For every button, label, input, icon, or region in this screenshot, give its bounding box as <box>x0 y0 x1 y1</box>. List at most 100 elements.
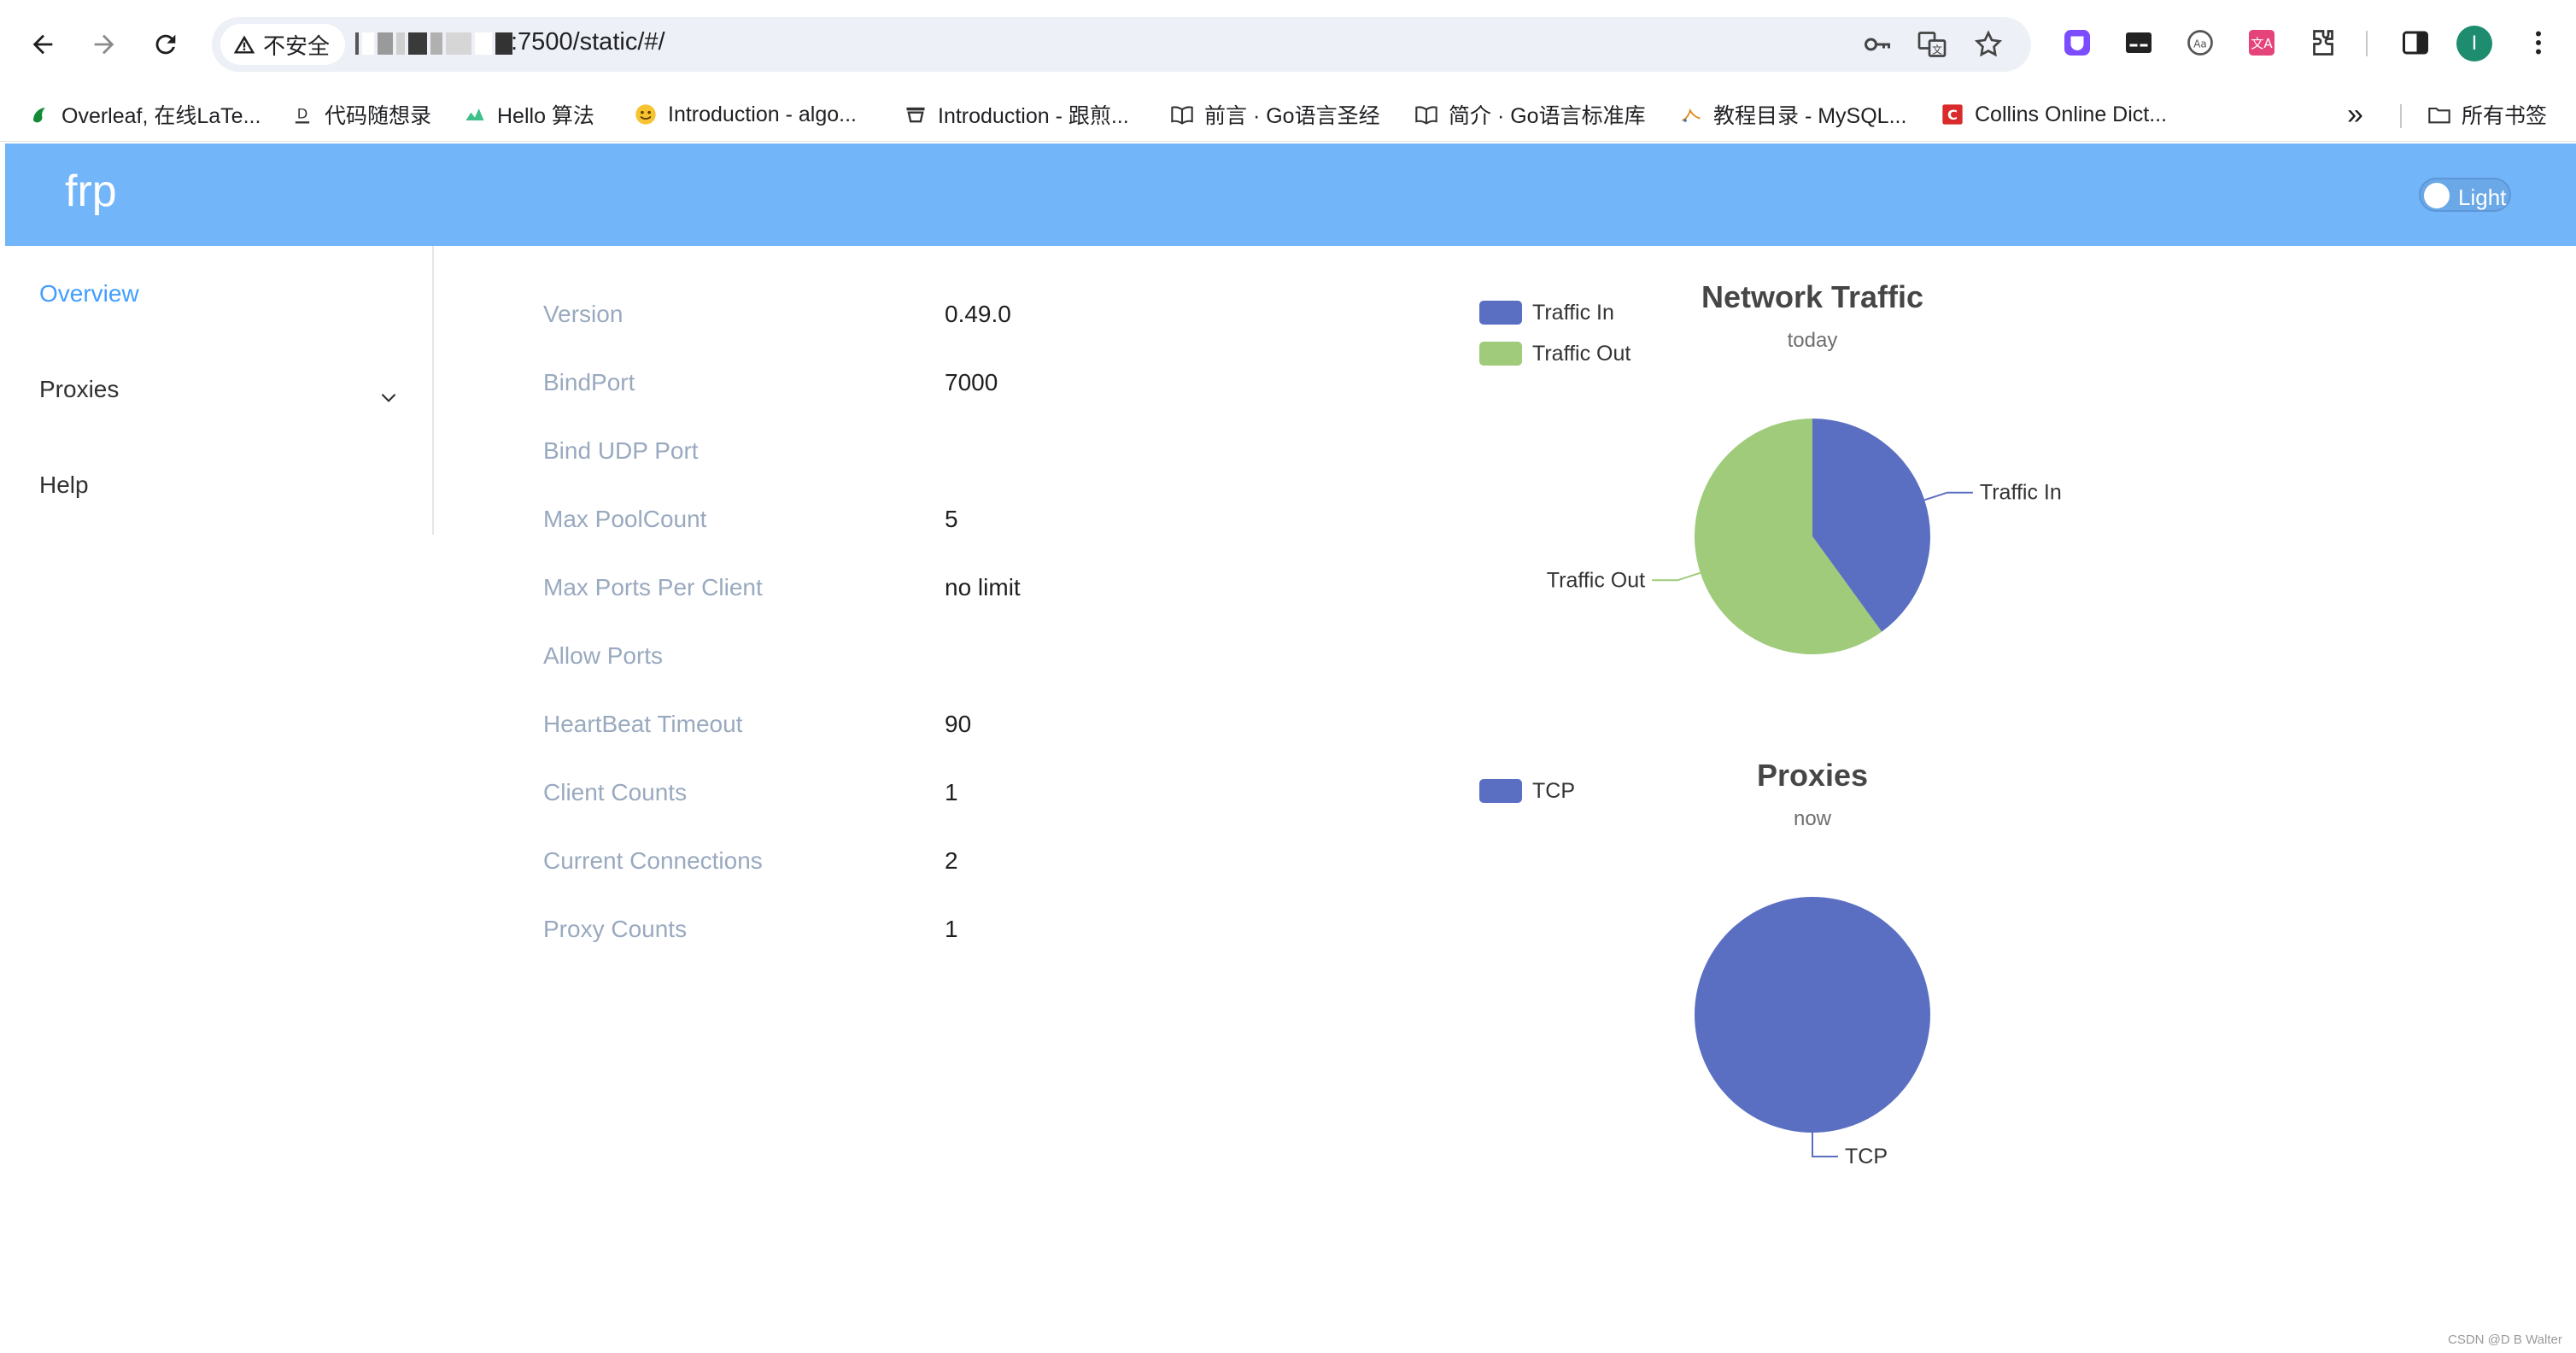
charts-area: Network Traffic today Traffic In Traffic Ou… <box>1479 279 2062 1168</box>
reload-button[interactable] <box>143 22 188 67</box>
theme-toggle[interactable]: Light <box>2419 178 2511 212</box>
folder-icon <box>2427 102 2451 126</box>
hello-algo-icon <box>463 102 487 126</box>
info-label-heartbeat-timeout: HeartBeat Timeout <box>543 711 743 737</box>
reload-icon <box>155 34 176 55</box>
watermark: CSDN @D B Walter <box>2448 1332 2562 1347</box>
sidebar-menu: Overview Proxies Help <box>5 246 434 535</box>
pie-label-line <box>1812 1133 1838 1157</box>
bookmark-label: Overleaf, 在线LaTe... <box>61 104 261 128</box>
side-panel-icon[interactable] <box>2398 26 2433 60</box>
bookmark-item[interactable]: Introduction - 跟煎... <box>904 94 1129 135</box>
arrow-left-icon <box>32 34 53 55</box>
star-icon[interactable] <box>1973 29 2004 60</box>
bookmark-label: 前言 · Go语言圣经 <box>1204 104 1380 128</box>
info-value-client-counts: 1 <box>945 779 958 805</box>
pie-slice <box>1812 419 1930 632</box>
extensions-puzzle-icon[interactable] <box>2306 26 2340 60</box>
svg-text:D: D <box>297 106 308 122</box>
info-value-max-ports-per-client: no limit <box>945 574 1021 600</box>
code-icon: D <box>290 102 314 126</box>
svg-text:Aa: Aa <box>2193 38 2207 50</box>
sidebar-item-help[interactable]: Help <box>39 472 89 498</box>
bookmark-label: 教程目录 - MySQL... <box>1713 104 1907 128</box>
security-label: 不安全 <box>263 32 331 59</box>
more-bookmarks-button[interactable]: » <box>2347 97 2363 131</box>
info-value-heartbeat-timeout: 90 <box>945 711 972 737</box>
key-icon[interactable] <box>1862 29 1893 60</box>
bookmark-label: Hello 算法 <box>497 104 594 128</box>
theme-label: Light <box>2458 184 2507 210</box>
bookmarks-bar: Overleaf, 在线LaTe... D 代码随想录 Hello 算法 Int… <box>0 87 2576 142</box>
bookmark-label: 简介 · Go语言标准库 <box>1449 104 1646 128</box>
proxies-chart-subtitle: now <box>1794 807 1832 830</box>
back-button[interactable] <box>20 22 65 67</box>
bookmarks-divider <box>2400 104 2402 128</box>
all-bookmarks-label: 所有书签 <box>2462 104 2548 128</box>
info-value-proxy-counts: 1 <box>945 916 958 942</box>
svg-text:文: 文 <box>1932 44 1942 56</box>
bookmark-label: 代码随想录 <box>325 104 432 128</box>
pie-label: Traffic In <box>1980 481 2062 505</box>
toolbar-divider <box>2366 31 2368 56</box>
all-bookmarks-button[interactable]: 所有书签 <box>2427 94 2547 135</box>
chevron-down-icon[interactable] <box>378 386 400 408</box>
bookmark-label: Introduction - 跟煎... <box>938 104 1129 128</box>
book-icon <box>1414 102 1438 126</box>
bookmark-item[interactable]: D 代码随想录 <box>290 94 431 135</box>
info-value-bindport: 7000 <box>945 369 998 395</box>
legend-label: TCP <box>1532 779 1575 803</box>
bookmark-item[interactable]: Introduction - algo... <box>634 94 857 135</box>
extension-caption-icon[interactable] <box>2122 26 2156 60</box>
svg-text:文A: 文A <box>2251 36 2273 51</box>
pie-label: Traffic Out <box>1547 568 1645 592</box>
collins-icon: C <box>1941 102 1964 126</box>
arrow-right-icon <box>94 34 114 55</box>
network-traffic-chart-subtitle: today <box>1788 329 1838 352</box>
pan-icon <box>904 102 928 126</box>
svg-text:C: C <box>1947 107 1958 123</box>
network-traffic-chart-title: Network Traffic <box>1701 279 1923 314</box>
menu-kebab-icon[interactable] <box>2521 26 2556 60</box>
profile-avatar[interactable]: I <box>2456 26 2492 62</box>
bookmark-item[interactable]: 教程目录 - MySQL... <box>1679 94 1906 135</box>
info-label-current-connections: Current Connections <box>543 847 763 874</box>
extension-dictionary-icon[interactable]: Aa <box>2183 26 2217 60</box>
info-label-bind-udp-port: Bind UDP Port <box>543 437 699 464</box>
security-chip[interactable]: 不安全 <box>220 24 346 65</box>
pie-slice <box>1695 419 1882 654</box>
emoji-icon <box>634 102 658 126</box>
redacted-host <box>355 32 512 55</box>
info-label-proxy-counts: Proxy Counts <box>543 916 688 942</box>
browser-toolbar: 不安全 :7500/static/#/ 文 <box>0 0 2576 87</box>
bookmark-item[interactable]: Overleaf, 在线LaTe... <box>27 94 261 135</box>
bookmark-label: Introduction - algo... <box>668 102 857 126</box>
pie-label: TCP <box>1845 1145 1888 1168</box>
bookmark-item[interactable]: 前言 · Go语言圣经 <box>1170 94 1380 135</box>
bookmark-item[interactable]: 简介 · Go语言标准库 <box>1414 94 1646 135</box>
legend-swatch <box>1479 779 1522 803</box>
translate-icon[interactable]: 文 <box>1917 29 1947 60</box>
bookmark-label: Collins Online Dict... <box>1975 102 2168 126</box>
sidebar-item-proxies[interactable]: Proxies <box>39 376 120 402</box>
extension-purple-icon[interactable] <box>2060 26 2094 60</box>
sidebar-item-overview[interactable]: Overview <box>39 280 139 307</box>
warning-icon <box>233 35 255 54</box>
proxies-chart-title: Proxies <box>1757 758 1868 793</box>
info-value-max-poolcount: 5 <box>945 506 958 532</box>
toggle-knob <box>2424 183 2450 208</box>
forward-button[interactable] <box>82 22 126 67</box>
legend-swatch <box>1479 301 1522 325</box>
info-value-current-connections: 2 <box>945 847 958 874</box>
pie-label-line <box>1923 491 1973 501</box>
info-label-allow-ports: Allow Ports <box>543 642 664 669</box>
info-label-max-ports-per-client: Max Ports Per Client <box>543 574 763 600</box>
extension-translate-icon[interactable]: 文A <box>2245 26 2279 60</box>
app-title[interactable]: frp <box>65 167 117 216</box>
address-bar[interactable]: 不安全 :7500/static/#/ 文 <box>212 17 2031 72</box>
url-text: :7500/static/#/ <box>511 28 665 56</box>
mysql-icon <box>1679 102 1703 126</box>
bookmark-item[interactable]: Hello 算法 <box>463 94 594 135</box>
bookmark-item[interactable]: C Collins Online Dict... <box>1941 94 2167 135</box>
info-label-max-poolcount: Max PoolCount <box>543 506 707 532</box>
